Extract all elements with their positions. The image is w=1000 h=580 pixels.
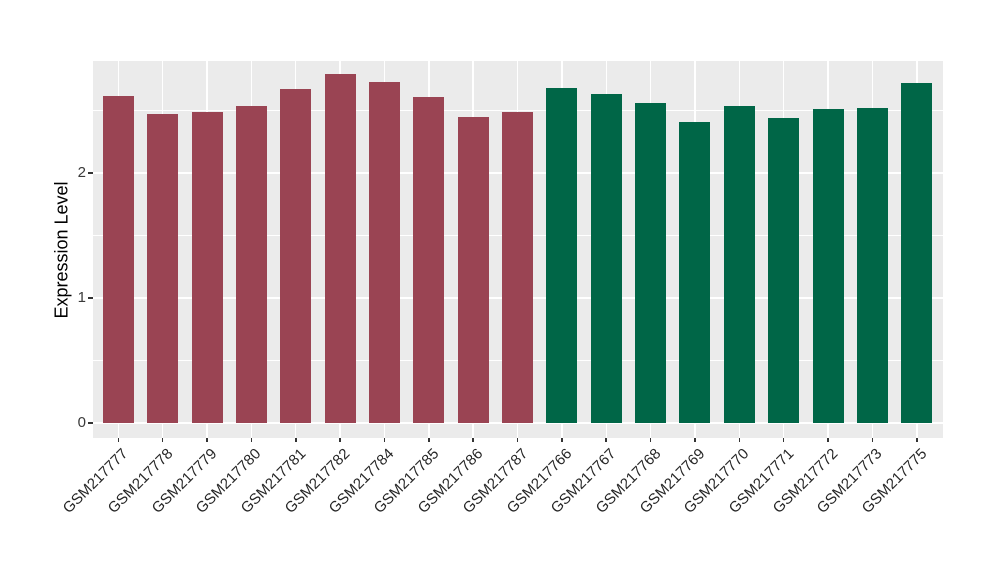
x-tick-mark (161, 438, 164, 442)
bar-GSM217786 (457, 116, 489, 423)
bar-GSM217766 (546, 88, 578, 423)
bar-GSM217767 (590, 94, 622, 423)
x-tick-mark (117, 438, 120, 442)
minor-gridline (93, 110, 943, 111)
bar-GSM217777 (102, 95, 134, 423)
x-tick-mark (383, 438, 386, 442)
x-tick-mark (649, 438, 652, 442)
bar-GSM217775 (901, 83, 933, 423)
x-tick-mark (915, 438, 918, 442)
bar-GSM217784 (368, 81, 400, 423)
x-tick-mark (516, 438, 519, 442)
bar-GSM217769 (679, 121, 711, 423)
x-tick-mark (782, 438, 785, 442)
x-tick-mark (250, 438, 253, 442)
bar-GSM217772 (812, 109, 844, 423)
y-tick-label: 1 (77, 289, 86, 306)
x-tick-mark (206, 438, 208, 442)
x-tick-mark (871, 438, 874, 442)
x-tick-mark (339, 438, 341, 442)
x-tick-mark (827, 438, 829, 442)
y-tick-mark (88, 297, 93, 299)
bar-GSM217771 (768, 118, 800, 423)
x-tick-mark (694, 438, 696, 442)
y-tick-mark (88, 422, 93, 424)
bar-GSM217787 (502, 111, 534, 423)
x-tick-mark (428, 438, 430, 442)
bar-GSM217782 (324, 74, 356, 423)
x-tick-mark (472, 438, 474, 442)
bar-GSM217778 (147, 114, 179, 423)
bar-GSM217779 (191, 111, 223, 423)
bar-GSM217773 (856, 108, 888, 423)
y-tick-mark (88, 172, 93, 174)
bar-GSM217768 (635, 103, 667, 423)
bar-GSM217780 (235, 105, 267, 423)
x-tick-mark (605, 438, 608, 442)
y-tick-label: 2 (77, 164, 86, 181)
bar-GSM217785 (413, 96, 445, 423)
y-tick-label: 0 (77, 414, 86, 431)
bar-GSM217770 (723, 105, 755, 423)
x-tick-mark (294, 438, 297, 442)
plot-panel (93, 61, 943, 438)
bar-GSM217781 (280, 89, 312, 423)
x-tick-mark (738, 438, 741, 442)
x-tick-mark (561, 438, 563, 442)
